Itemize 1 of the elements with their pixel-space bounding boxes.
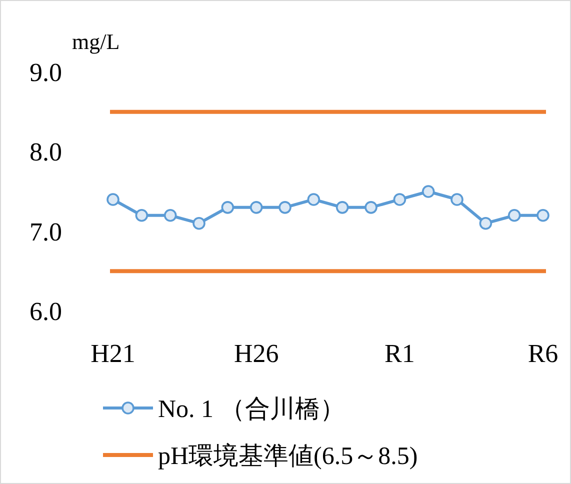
ylabel: mg/L — [72, 29, 120, 54]
